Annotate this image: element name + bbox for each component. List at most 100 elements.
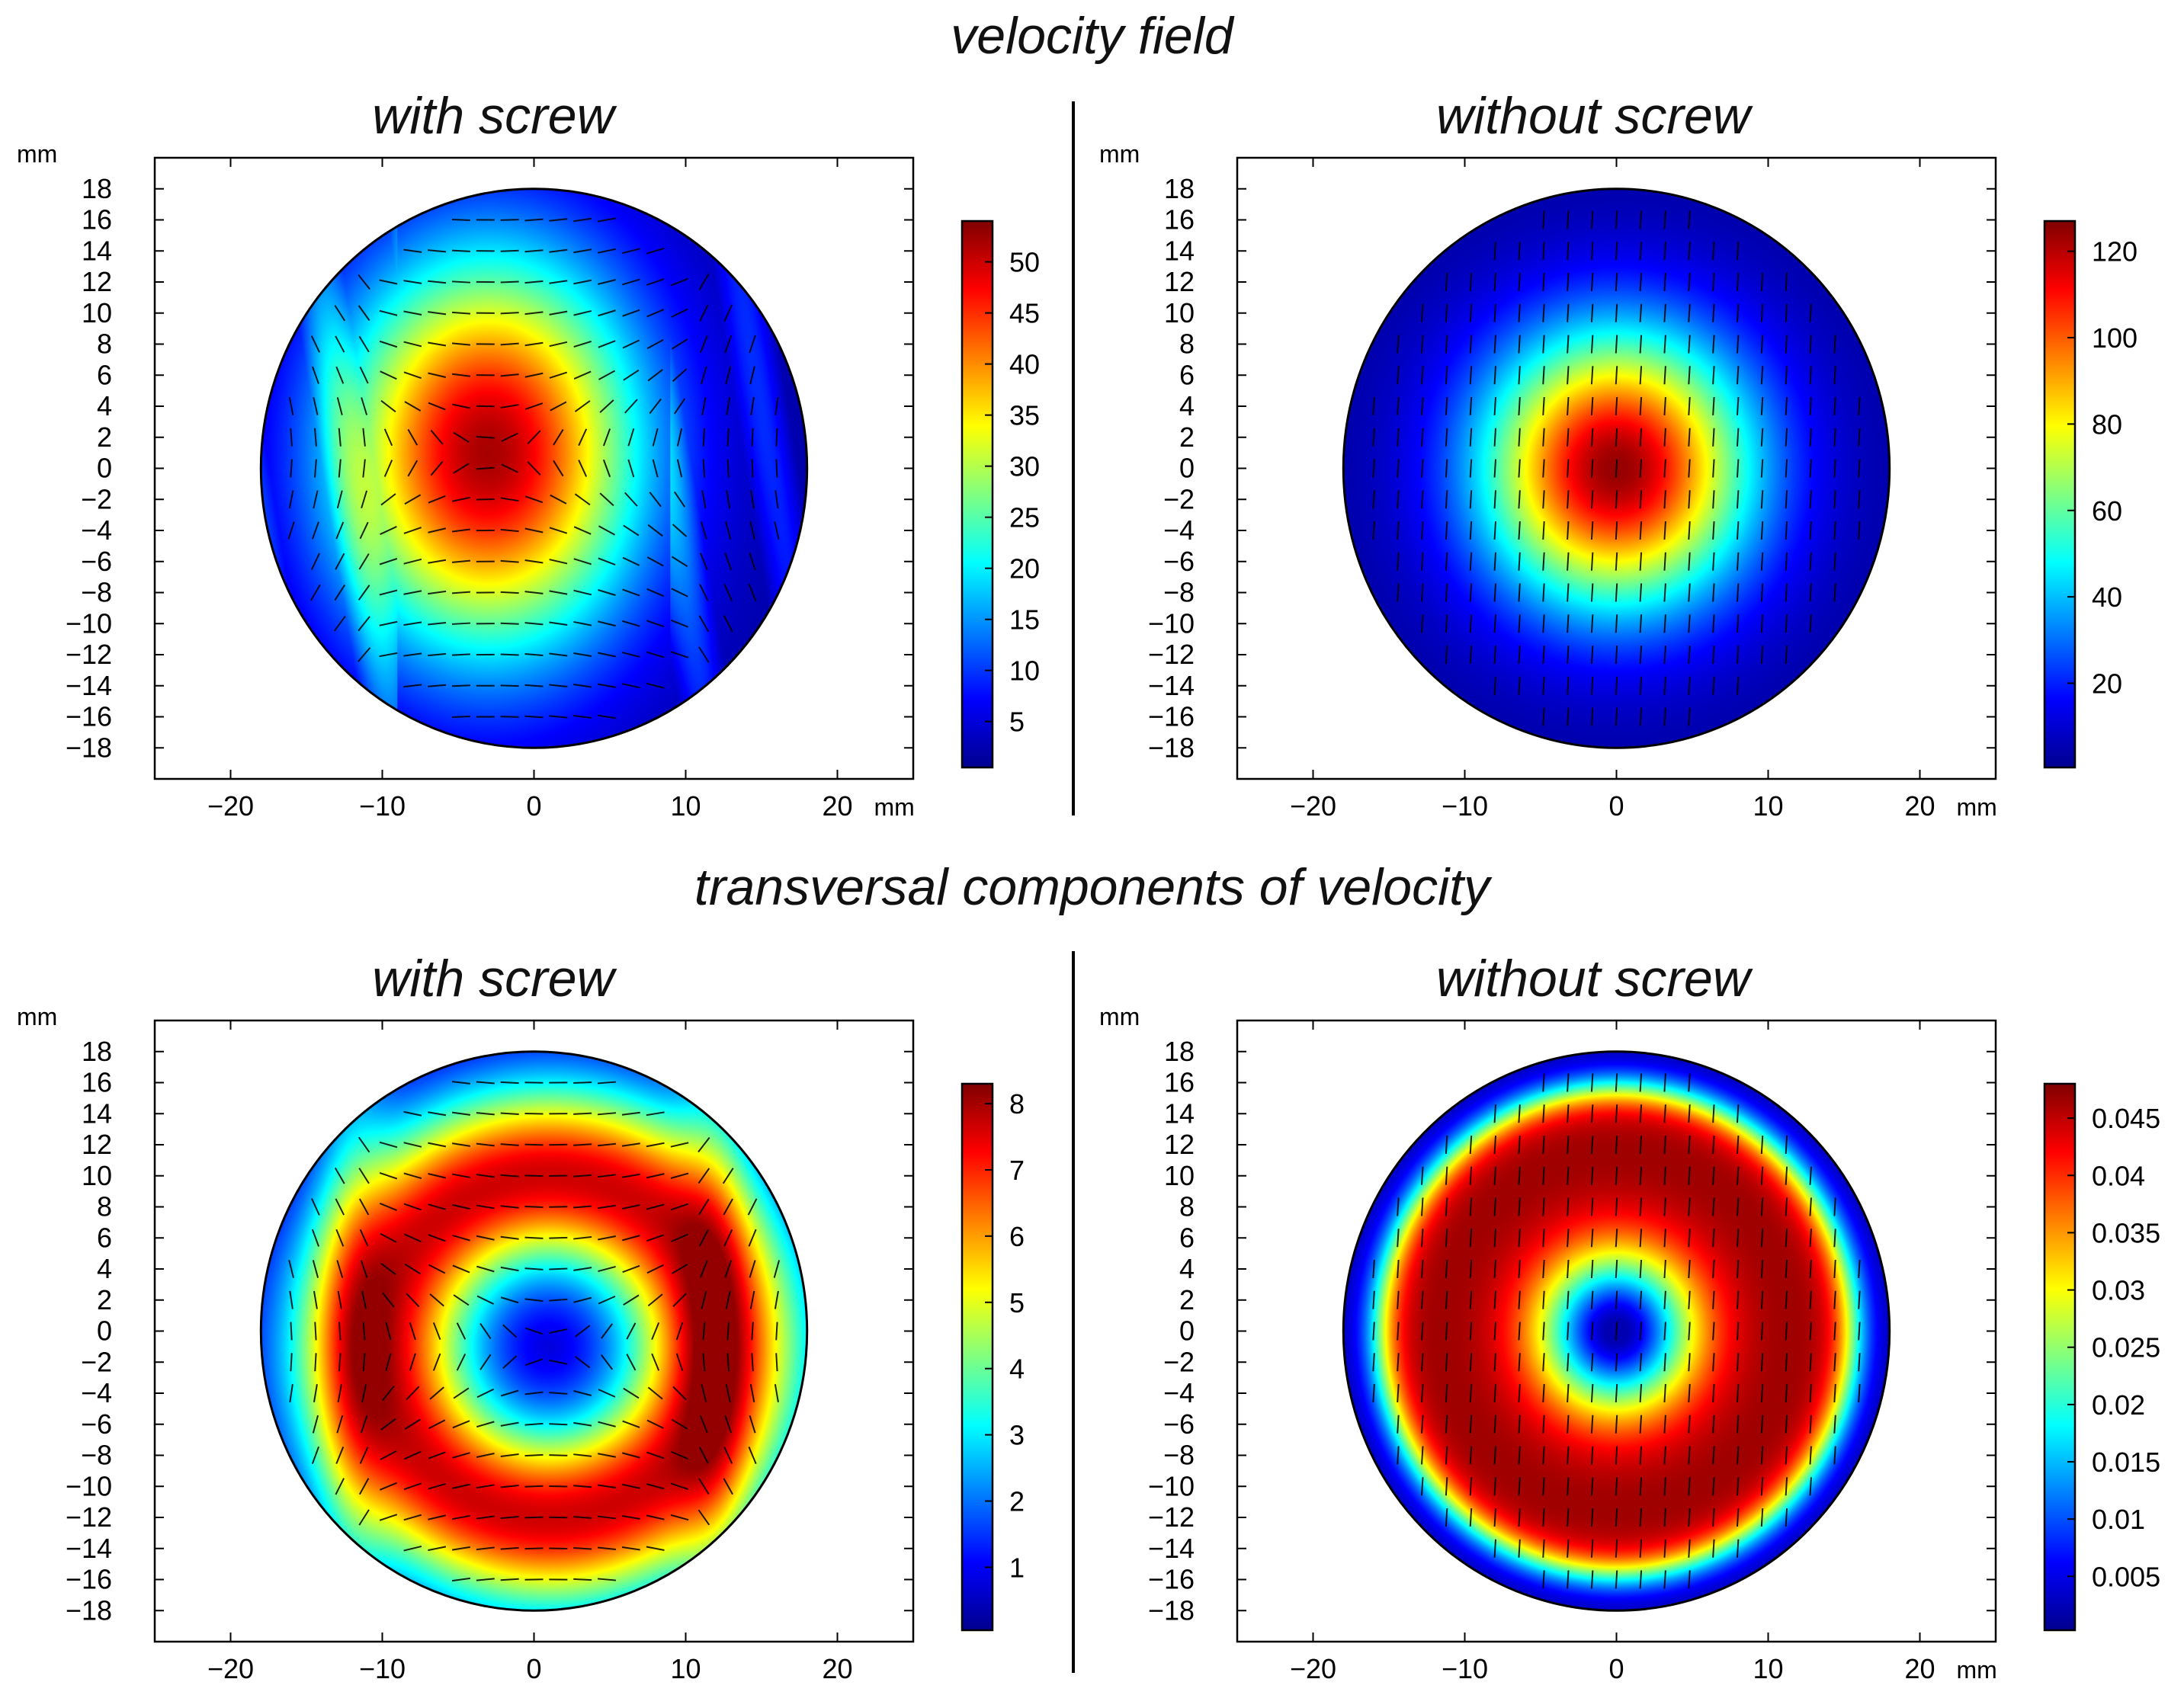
vector-arrow — [549, 1268, 567, 1269]
vector-arrow — [776, 460, 777, 478]
y-tick-label: 12 — [1164, 266, 1195, 297]
colorbar-tick-label: 50 — [1009, 247, 1040, 278]
x-tick-label: 10 — [670, 1653, 701, 1684]
y-tick-label: 6 — [97, 1222, 112, 1253]
colorbar-tick-label: 5 — [1009, 707, 1025, 738]
colorbar-tick-label: 3 — [1009, 1420, 1025, 1451]
colorbar-tick-label: 0.01 — [2092, 1504, 2145, 1535]
y-tick-label: −14 — [1148, 1533, 1195, 1564]
y-tick-label: 4 — [1179, 1253, 1195, 1284]
y-tick-label: 14 — [82, 235, 112, 266]
colorbar-tick-label: 10 — [1009, 655, 1040, 687]
vector-arrow — [501, 219, 519, 220]
vector-arrow — [728, 460, 729, 478]
x-tick-label: −10 — [1442, 1653, 1488, 1684]
y-tick-label: 14 — [1164, 235, 1195, 266]
x-unit-label: mm — [1957, 1656, 1997, 1684]
y-tick-label: 6 — [1179, 359, 1195, 390]
vector-arrow — [290, 1353, 291, 1371]
vector-arrow — [525, 1486, 544, 1487]
y-tick-label: 8 — [97, 328, 112, 360]
vector-arrows — [1373, 211, 1859, 726]
vector-arrow — [573, 1579, 592, 1580]
colorbar-tick-label: 0.005 — [2092, 1561, 2160, 1592]
colorbar-tick-label: 0.035 — [2092, 1217, 2160, 1248]
colorbar-tick-label: 0.03 — [2092, 1275, 2145, 1306]
vector-arrow — [501, 251, 519, 252]
y-tick-label: 10 — [1164, 1160, 1195, 1191]
colorbar-tick-label: 40 — [1009, 349, 1040, 380]
vector-arrow — [501, 592, 519, 593]
vector-arrow — [573, 1113, 592, 1114]
colorbar-tick-label: 6 — [1009, 1221, 1025, 1252]
vector-arrow — [501, 1082, 519, 1083]
y-unit-label: mm — [17, 140, 57, 168]
vector-arrow — [452, 219, 470, 220]
y-tick-label: −10 — [1148, 1470, 1195, 1501]
vector-arrow — [549, 1455, 567, 1456]
y-tick-label: −12 — [1148, 1501, 1195, 1533]
vector-arrow — [501, 281, 519, 282]
y-tick-label: 16 — [82, 204, 112, 236]
x-tick-label: 0 — [1608, 1653, 1624, 1684]
colorbar-tick-label: 0.02 — [2092, 1389, 2145, 1421]
y-tick-label: 0 — [97, 453, 112, 484]
colorbar-tick-label: 5 — [1009, 1287, 1025, 1319]
x-tick-label: 20 — [822, 790, 852, 822]
y-tick-label: −12 — [66, 639, 112, 670]
vector-arrow — [476, 499, 495, 500]
y-tick-label: 2 — [1179, 421, 1195, 453]
vector-arrow — [525, 1175, 544, 1176]
vector-arrow — [452, 251, 470, 252]
vector-arrow — [501, 685, 519, 686]
colorbar-tick-label: 4 — [1009, 1354, 1025, 1385]
vector-arrow — [776, 1322, 777, 1341]
y-tick-label: −6 — [81, 1408, 112, 1440]
y-tick-label: 18 — [82, 1036, 112, 1067]
y-tick-label: 0 — [1179, 453, 1195, 484]
colorbar-tick-label: 0.045 — [2092, 1103, 2160, 1134]
y-tick-label: 4 — [97, 390, 112, 421]
y-tick-label: 18 — [1164, 173, 1195, 204]
y-tick-label: −4 — [81, 514, 112, 546]
colorbar-tick-label: 45 — [1009, 298, 1040, 329]
y-tick-label: 4 — [97, 1253, 112, 1284]
y-tick-label: 16 — [1164, 204, 1195, 236]
x-tick-label: −20 — [207, 790, 254, 822]
y-tick-label: −18 — [66, 1594, 112, 1626]
y-tick-label: −6 — [81, 546, 112, 577]
x-tick-label: 10 — [1753, 1653, 1783, 1684]
vector-arrow — [525, 1113, 544, 1114]
vector-arrow — [728, 428, 729, 447]
y-tick-label: −2 — [1163, 483, 1195, 514]
vector-arrow — [776, 1353, 777, 1371]
x-tick-label: −20 — [207, 1653, 254, 1684]
x-tick-label: 10 — [670, 790, 701, 822]
x-tick-label: −10 — [359, 790, 406, 822]
vector-arrow — [549, 1486, 567, 1487]
y-tick-label: −6 — [1163, 1408, 1195, 1440]
y-tick-label: 12 — [82, 266, 112, 297]
y-tick-label: 12 — [1164, 1129, 1195, 1160]
y-tick-label: −8 — [81, 1440, 112, 1471]
colorbar-tick-label: 120 — [2092, 236, 2137, 268]
x-unit-label: mm — [874, 793, 915, 821]
y-tick-label: −8 — [81, 577, 112, 608]
x-tick-label: 0 — [1608, 790, 1624, 822]
colorbar-tick-label: 100 — [2092, 322, 2137, 354]
y-tick-label: −4 — [1163, 514, 1195, 546]
y-unit-label: mm — [1099, 1003, 1140, 1030]
y-tick-label: −12 — [66, 1501, 112, 1533]
x-unit-label: mm — [1957, 793, 1997, 821]
x-tick-label: 20 — [822, 1653, 852, 1684]
colorbar-tick-label: 25 — [1009, 502, 1040, 533]
colorbar-tick-label: 30 — [1009, 451, 1040, 482]
colorbar-tick-label: 80 — [2092, 409, 2122, 440]
y-tick-label: 2 — [1179, 1284, 1195, 1315]
vector-arrow — [776, 428, 777, 447]
colorbar-tick-label: 2 — [1009, 1486, 1025, 1517]
